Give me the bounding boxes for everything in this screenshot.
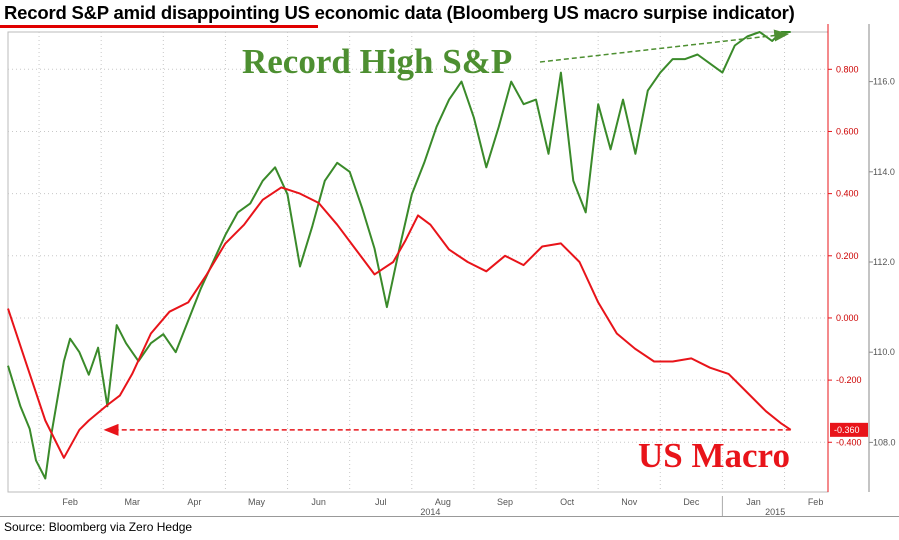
macro-tick-label: -0.200: [836, 375, 862, 385]
macro-tick-label: 0.000: [836, 313, 859, 323]
x-tick-label: Jan: [746, 497, 761, 507]
x-tick-label: Jul: [375, 497, 387, 507]
sp-tick-label: 116.0: [873, 77, 895, 87]
sp-annotation-arrow: [539, 29, 790, 63]
x-tick-label: May: [248, 497, 266, 507]
last-value-badge: [830, 422, 868, 437]
chart-title: Record S&P amid disappointing US economi…: [4, 2, 795, 23]
x-tick-label: Dec: [683, 497, 700, 507]
chart: 0.800 0.600 0.400 0.200 0.000 -0.200 -0.400 116…: [7, 24, 896, 516]
sp-annotation: Record High S&P: [242, 42, 512, 81]
year-label: 2014: [420, 507, 440, 516]
macro-tick-label: 0.200: [836, 251, 859, 261]
sp-tick-label: 112.0: [873, 257, 895, 267]
macro-tick-label: 0.600: [836, 126, 859, 136]
x-tick-label: Feb: [808, 497, 824, 507]
year-label: 2015: [765, 507, 785, 516]
x-tick-label: Feb: [62, 497, 78, 507]
x-tick-label: Nov: [621, 497, 638, 507]
macro-tick-label: -0.400: [836, 437, 862, 447]
sp-tick-label: 108.0: [873, 437, 896, 447]
macro-tick-label: 0.400: [836, 189, 859, 199]
x-tick-label: Aug: [435, 497, 451, 507]
x-tick-label: Sep: [497, 497, 513, 507]
plot-frame: [7, 31, 829, 493]
macro-tick-label: 0.800: [836, 64, 859, 74]
sp-tick-label: 114.0: [873, 167, 895, 177]
title-underline: [0, 25, 318, 28]
macro-series-line: [7, 186, 792, 459]
last-value-label: -0.360: [834, 425, 860, 435]
sp-tick-label: 110.0: [873, 347, 895, 357]
x-tick-label: Oct: [560, 497, 575, 507]
footer-divider: [0, 516, 899, 517]
x-tick-label: Mar: [124, 497, 140, 507]
x-tick-label: Jun: [311, 497, 326, 507]
source-note: Source: Bloomberg via Zero Hedge: [4, 520, 193, 534]
macro-annotation: US Macro: [638, 436, 790, 475]
sp-series-line: [7, 31, 791, 480]
x-tick-label: Apr: [187, 497, 201, 507]
